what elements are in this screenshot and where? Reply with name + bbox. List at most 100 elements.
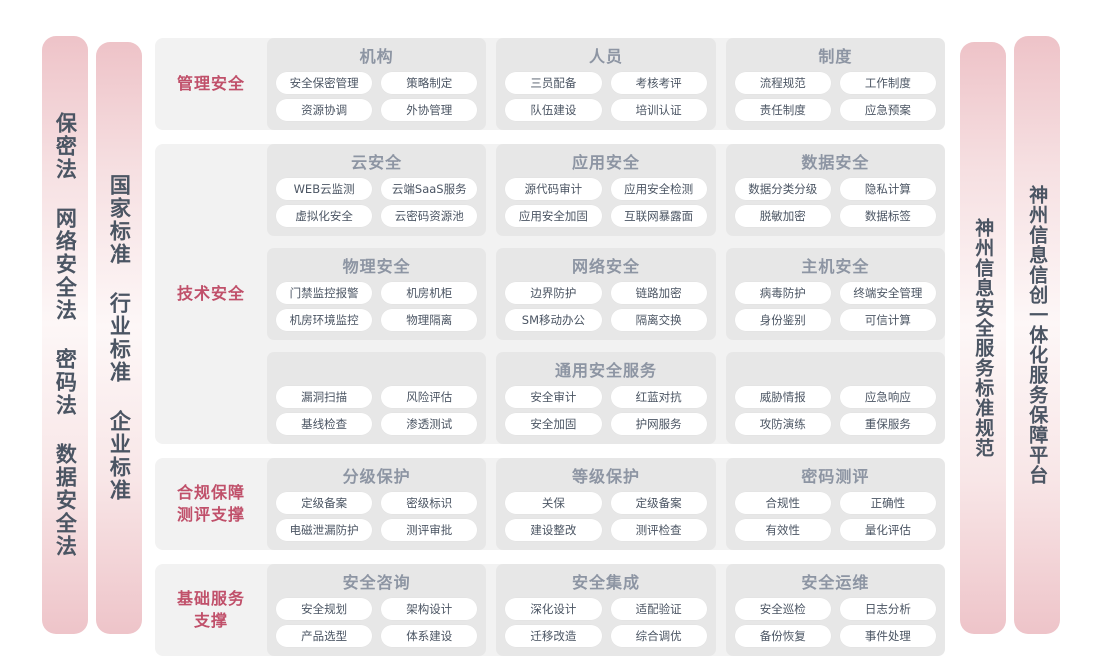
chip-grid: 门禁监控报警 机房机柜 机房环境监控 物理隔离 (276, 282, 478, 331)
capability-chip[interactable]: 安全规划 (276, 598, 373, 620)
capability-chip[interactable]: 身份鉴别 (734, 309, 831, 331)
capability-chip[interactable]: 脱敏加密 (734, 205, 831, 227)
capability-chip[interactable]: 三员配备 (505, 72, 602, 94)
capability-chip[interactable]: 测评审批 (381, 519, 478, 541)
capability-chip[interactable]: 策略制定 (381, 72, 478, 94)
capability-chip[interactable]: 互联网暴露面 (610, 205, 707, 227)
band-body: 机构 安全保密管理 策略制定 资源协调 外协管理 人员 三员配备 考核考评 队伍建设 培训认证 制度… (267, 38, 945, 130)
capability-chip[interactable]: 隔离交换 (610, 309, 707, 331)
capability-chip[interactable]: 测评检查 (610, 519, 707, 541)
capability-chip[interactable]: 事件处理 (839, 625, 936, 647)
capability-chip[interactable]: 队伍建设 (505, 99, 602, 121)
chip-row: 安全保密管理 策略制定 (276, 72, 478, 94)
capability-chip[interactable]: 机房环境监控 (276, 309, 373, 331)
capability-chip[interactable]: 量化评估 (839, 519, 936, 541)
capability-chip[interactable]: 综合调优 (610, 625, 707, 647)
capability-chip[interactable]: 资源协调 (276, 99, 373, 121)
capability-chip[interactable]: 安全审计 (505, 386, 602, 408)
capability-chip[interactable]: 源代码审计 (505, 178, 602, 200)
capability-chip[interactable]: 流程规范 (734, 72, 831, 94)
chip-row: 病毒防护 终端安全管理 (734, 282, 936, 304)
capability-chip[interactable]: 关保 (505, 492, 602, 514)
capability-chip[interactable]: 安全加固 (505, 413, 602, 435)
capability-chip[interactable]: 安全保密管理 (276, 72, 373, 94)
capability-chip[interactable]: 密级标识 (381, 492, 478, 514)
capability-chip[interactable]: 产品选型 (276, 625, 373, 647)
chip-row: 备份恢复 事件处理 (734, 625, 936, 647)
capability-chip[interactable]: 渗透测试 (381, 413, 478, 435)
group-row: 安全咨询 安全规划 架构设计 产品选型 体系建设 安全集成 深化设计 适配验证 迁移改造 综合调优… (267, 564, 945, 656)
capability-chip[interactable]: 病毒防护 (734, 282, 831, 304)
capability-chip[interactable]: 架构设计 (381, 598, 478, 620)
capability-chip[interactable]: 深化设计 (505, 598, 602, 620)
capability-chip[interactable]: 基线检查 (276, 413, 373, 435)
band-label: 技术安全 (176, 284, 245, 304)
capability-chip[interactable]: 云端SaaS服务 (381, 178, 478, 200)
capability-group: 分级保护定级备案 密级标识 电磁泄漏防护 测评审批 (267, 458, 487, 550)
capability-chip[interactable]: 门禁监控报警 (276, 282, 373, 304)
capability-chip[interactable]: 护网服务 (610, 413, 707, 435)
capability-chip[interactable]: 体系建设 (381, 625, 478, 647)
capability-chip[interactable]: 合规性 (734, 492, 831, 514)
capability-chip[interactable]: 适配验证 (610, 598, 707, 620)
capability-chip[interactable]: 迁移改造 (505, 625, 602, 647)
chip-grid: 数据分类分级 隐私计算 脱敏加密 数据标签 (734, 178, 936, 227)
chip-grid: 安全规划 架构设计 产品选型 体系建设 (276, 598, 478, 647)
chip-row: 攻防演练 重保服务 (734, 413, 936, 435)
capability-chip[interactable]: 工作制度 (839, 72, 936, 94)
capability-chip[interactable]: 责任制度 (734, 99, 831, 121)
capability-chip[interactable]: 应急响应 (839, 386, 936, 408)
capability-chip[interactable]: 培训认证 (610, 99, 707, 121)
capability-chip[interactable]: SM移动办公 (505, 309, 602, 331)
chip-grid: 关保 定级备案 建设整改 测评检查 (505, 492, 707, 541)
group-title: 分级保护 (342, 467, 411, 486)
capability-chip[interactable]: 电磁泄漏防护 (276, 519, 373, 541)
group-title (735, 358, 936, 383)
capability-chip[interactable]: 定级备案 (610, 492, 707, 514)
group-title: 物理安全 (342, 257, 411, 276)
capability-chip[interactable]: 风险评估 (381, 386, 478, 408)
capability-chip[interactable]: 数据标签 (839, 205, 936, 227)
capability-chip[interactable]: 应用安全加固 (505, 205, 602, 227)
chip-grid: 流程规范 工作制度 责任制度 应急预案 (734, 72, 936, 121)
chip-row: 基线检查 渗透测试 (276, 413, 478, 435)
capability-chip[interactable]: 终端安全管理 (839, 282, 936, 304)
capability-chip[interactable]: 边界防护 (505, 282, 602, 304)
capability-chip[interactable]: 应用安全检测 (610, 178, 707, 200)
capability-chip[interactable]: 攻防演练 (734, 413, 831, 435)
capability-chip[interactable]: 重保服务 (839, 413, 936, 435)
capability-chip[interactable]: 有效性 (734, 519, 831, 541)
chip-grid: 源代码审计 应用安全检测 应用安全加固 互联网暴露面 (505, 178, 707, 227)
capability-chip[interactable]: 考核考评 (610, 72, 707, 94)
band-body: 分级保护 定级备案 密级标识 电磁泄漏防护 测评审批 等级保护 关保 定级备案 建设整改 测评检查… (267, 458, 945, 550)
pillar-platform: 神州信息信创一体化服务保障平台 (1014, 36, 1060, 634)
capability-chip[interactable]: 定级备案 (276, 492, 373, 514)
chip-row: 安全巡检 日志分析 (734, 598, 936, 620)
capability-chip[interactable]: 漏洞扫描 (276, 386, 373, 408)
capability-chip[interactable]: 物理隔离 (381, 309, 478, 331)
chip-grid: 安全巡检 日志分析 备份恢复 事件处理 (734, 598, 936, 647)
capability-chip[interactable]: 外协管理 (381, 99, 478, 121)
capability-chip[interactable]: 备份恢复 (734, 625, 831, 647)
capability-chip[interactable]: 红蓝对抗 (610, 386, 707, 408)
capability-chip[interactable]: 虚拟化安全 (276, 205, 373, 227)
capability-chip[interactable]: 可信计算 (839, 309, 936, 331)
capability-chip[interactable]: 链路加密 (610, 282, 707, 304)
chip-row: 产品选型 体系建设 (276, 625, 478, 647)
capability-chip[interactable]: 威胁情报 (734, 386, 831, 408)
capability-chip[interactable]: 云密码资源池 (381, 205, 478, 227)
capability-chip[interactable]: 安全巡检 (734, 598, 831, 620)
chip-row: 机房环境监控 物理隔离 (276, 309, 478, 331)
capability-band: 管理安全 机构 安全保密管理 策略制定 资源协调 外协管理 人员 三员配备 考核考评 队伍建设 培训… (155, 38, 945, 130)
group-title: 安全咨询 (342, 573, 411, 592)
capability-chip[interactable]: 建设整改 (505, 519, 602, 541)
capability-chip[interactable]: 隐私计算 (839, 178, 936, 200)
capability-group: 机构 安全保密管理 策略制定 资源协调 外协管理 (267, 38, 487, 130)
capability-chip[interactable]: 日志分析 (839, 598, 936, 620)
capability-chip[interactable]: WEB云监测 (276, 178, 373, 200)
capability-chip[interactable]: 机房机柜 (381, 282, 478, 304)
chip-row: 边界防护 链路加密 (505, 282, 707, 304)
capability-chip[interactable]: 数据分类分级 (734, 178, 831, 200)
capability-chip[interactable]: 应急预案 (839, 99, 936, 121)
capability-chip[interactable]: 正确性 (839, 492, 936, 514)
